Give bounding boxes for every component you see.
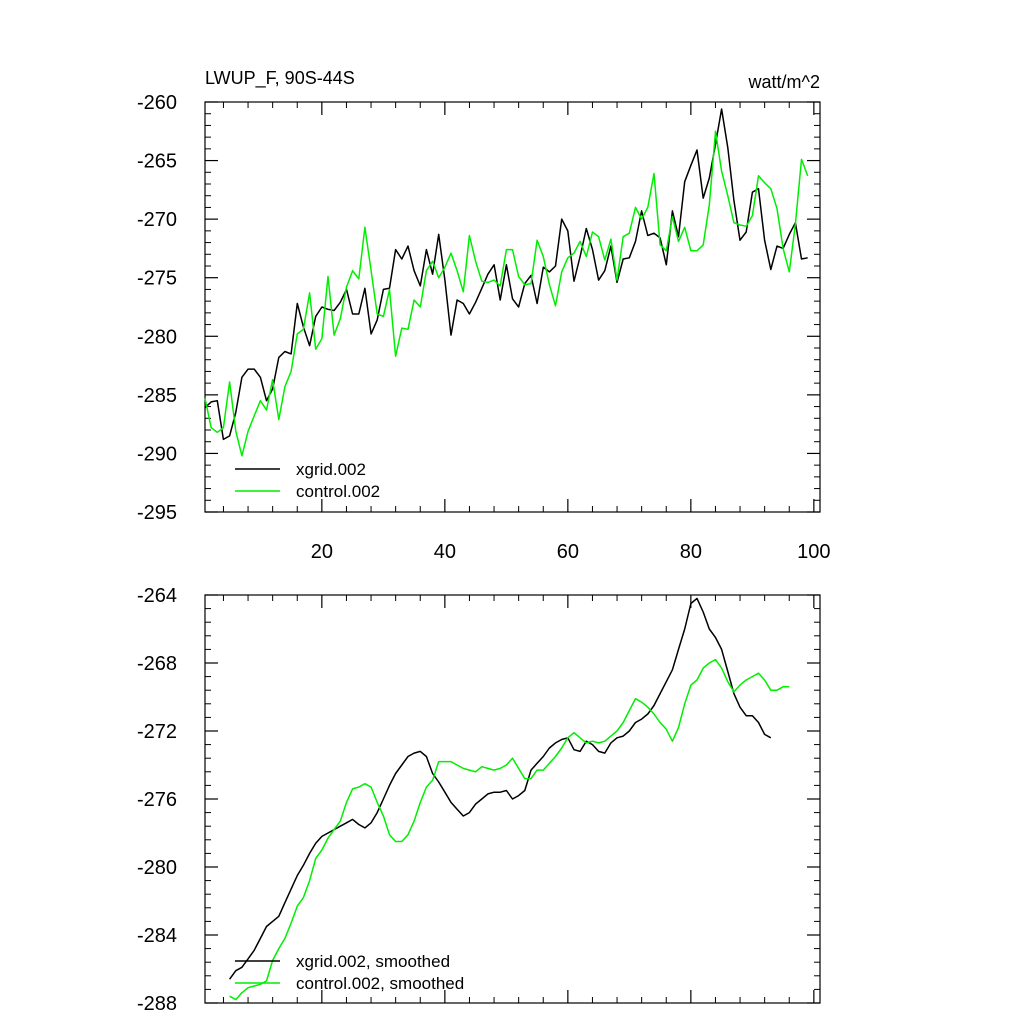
x-tick-label: 20	[311, 541, 333, 563]
y-tick-label: -270	[137, 209, 177, 231]
top-title-left: LWUP_F, 90S-44S	[205, 68, 355, 89]
y-tick-label: -260	[137, 92, 177, 114]
bottom-panel: -264 -268 -272 -276 -280 -284 -288 xgrid.002, …	[137, 585, 821, 1015]
top-series-lines	[204, 108, 809, 457]
y-tick-label: -276	[137, 789, 177, 811]
y-tick-label: -295	[137, 502, 177, 524]
top-plot-frame	[204, 101, 821, 513]
x-tick-label: 80	[680, 541, 702, 563]
y-tick-label: -290	[137, 443, 177, 465]
x-tick-label: 60	[557, 541, 579, 563]
series-line-xgrid	[228, 597, 772, 980]
top-axis-ticks: 20 40 60 80 100 -260 -265 -270 -275 -280 -285 -290 -…	[137, 92, 831, 563]
y-tick-label: -288	[137, 993, 177, 1015]
bottom-legend-label-xgrid: xgrid.002, smoothed	[296, 952, 450, 971]
y-tick-label: -280	[137, 857, 177, 879]
top-title-right: watt/m^2	[748, 72, 820, 92]
y-tick-label: -280	[137, 326, 177, 348]
top-legend-label-control: control.002	[296, 482, 380, 501]
x-tick-label: 40	[434, 541, 456, 563]
bottom-series-lines	[228, 597, 790, 1001]
top-legend-label-xgrid: xgrid.002	[296, 460, 366, 479]
y-tick-label: -264	[137, 585, 177, 607]
y-tick-label: -265	[137, 151, 177, 173]
y-tick-label: -275	[137, 268, 177, 290]
y-tick-label: -284	[137, 925, 177, 947]
y-tick-label: -272	[137, 721, 177, 743]
x-tick-label: 100	[797, 541, 830, 563]
series-line-xgrid	[204, 108, 808, 441]
top-legend: xgrid.002 control.002	[235, 460, 380, 501]
y-tick-label: -268	[137, 653, 177, 675]
bottom-axis-ticks: -264 -268 -272 -276 -280 -284 -288	[137, 585, 820, 1015]
bottom-legend: xgrid.002, smoothed control.002, smoothe…	[235, 952, 464, 993]
y-tick-label: -285	[137, 385, 177, 407]
series-line-control	[229, 658, 790, 1001]
series-line-control	[204, 130, 809, 457]
bottom-legend-label-control: control.002, smoothed	[296, 974, 464, 993]
top-panel: LWUP_F, 90S-44S watt/m^2 20 40 60 80 100 -260…	[137, 68, 831, 563]
